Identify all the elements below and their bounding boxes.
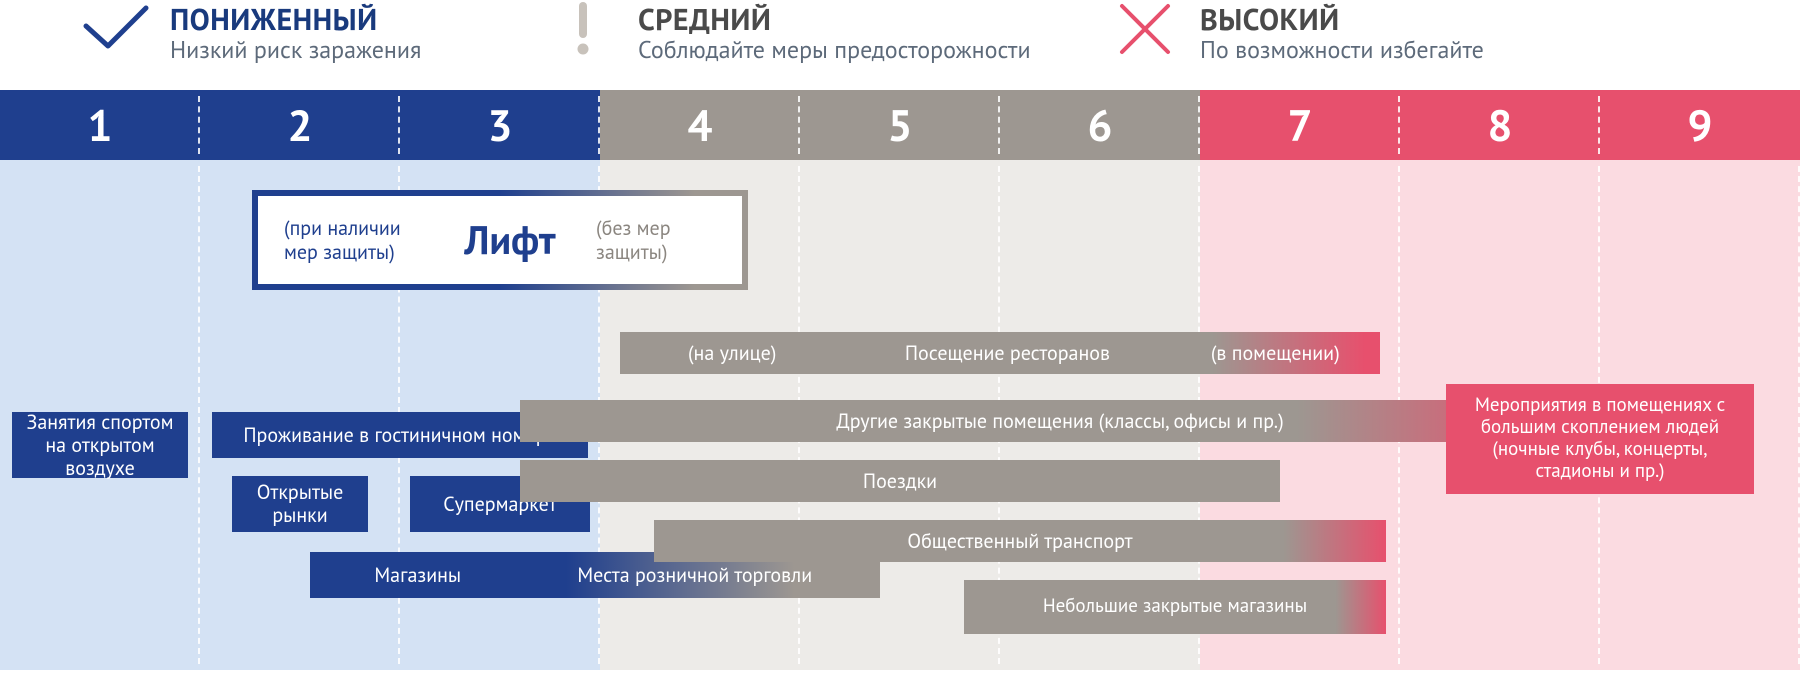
legend-low-title: ПОНИЖЕННЫЙ [170, 4, 421, 36]
legend-low: ПОНИЖЕННЫЙ Низкий риск заражения [80, 4, 421, 64]
legend-low-sub: Низкий риск заражения [170, 36, 421, 65]
legend: ПОНИЖЕННЫЙ Низкий риск заражения СРЕДНИЙ… [0, 0, 1800, 90]
legend-high-title: ВЫСОКИЙ [1200, 4, 1484, 36]
risk-scale: 123456789 Занятия спортом на открытом во… [0, 90, 1800, 670]
bars-layer: Занятия спортом на открытом воздухеПрожи… [0, 160, 1800, 670]
legend-mid-sub: Соблюдайте меры предосторожности [638, 36, 1031, 65]
scale-header-cell: 6 [1000, 90, 1200, 160]
scale-header-cell: 3 [400, 90, 600, 160]
legend-high: ВЫСОКИЙ По возможности избегайте [1110, 4, 1484, 64]
feature-lift: (при наличии мер защиты) Лифт (без мер защ… [252, 190, 748, 290]
scale-header-cell: 5 [800, 90, 1000, 160]
scale-header-cell: 1 [0, 90, 200, 160]
scale-header-cell: 9 [1600, 90, 1800, 160]
scale-header-cell: 7 [1200, 90, 1400, 160]
bar-events: Мероприятия в помещениях с большим скопл… [1446, 384, 1754, 494]
scale-header-cell: 4 [600, 90, 800, 160]
feature-right-note: (без мер защиты) [596, 216, 716, 264]
risk-infographic: ПОНИЖЕННЫЙ Низкий риск заражения СРЕДНИЙ… [0, 0, 1800, 670]
legend-mid: СРЕДНИЙ Соблюдайте меры предосторожности [548, 4, 1031, 64]
feature-left-note: (при наличии мер защиты) [284, 216, 424, 264]
bar-indoors: Другие закрытые помещения (классы, офисы… [520, 400, 1600, 442]
bar-segment: Магазины [318, 564, 517, 587]
bar-markets: Открытые рынки [232, 476, 368, 532]
bar-restaurants: (на улице)Посещение ресторанов(в помещен… [620, 332, 1380, 374]
bar-transport: Общественный транспорт [654, 520, 1386, 562]
bar-segment: (в помещении) [1179, 342, 1372, 365]
bar-sport: Занятия спортом на открытом воздухе [12, 412, 188, 478]
bar-segment: Посещение ресторанов [836, 342, 1178, 365]
scale-header-cell: 2 [200, 90, 400, 160]
feature-main: Лифт [464, 214, 555, 266]
cross-icon [1110, 4, 1180, 54]
exclaim-icon [548, 4, 618, 54]
check-icon [80, 4, 150, 54]
legend-high-sub: По возможности избегайте [1200, 36, 1484, 65]
bar-segment: Места розничной торговли [517, 564, 872, 587]
bar-trips: Поездки [520, 460, 1280, 502]
bar-smallshops: Небольшие закрытые магазины [964, 580, 1386, 634]
scale-header: 123456789 [0, 90, 1800, 160]
scale-header-cell: 8 [1400, 90, 1600, 160]
legend-mid-title: СРЕДНИЙ [638, 4, 1031, 36]
scale-body: Занятия спортом на открытом воздухеПрожи… [0, 160, 1800, 670]
bar-segment: (на улице) [628, 342, 836, 365]
